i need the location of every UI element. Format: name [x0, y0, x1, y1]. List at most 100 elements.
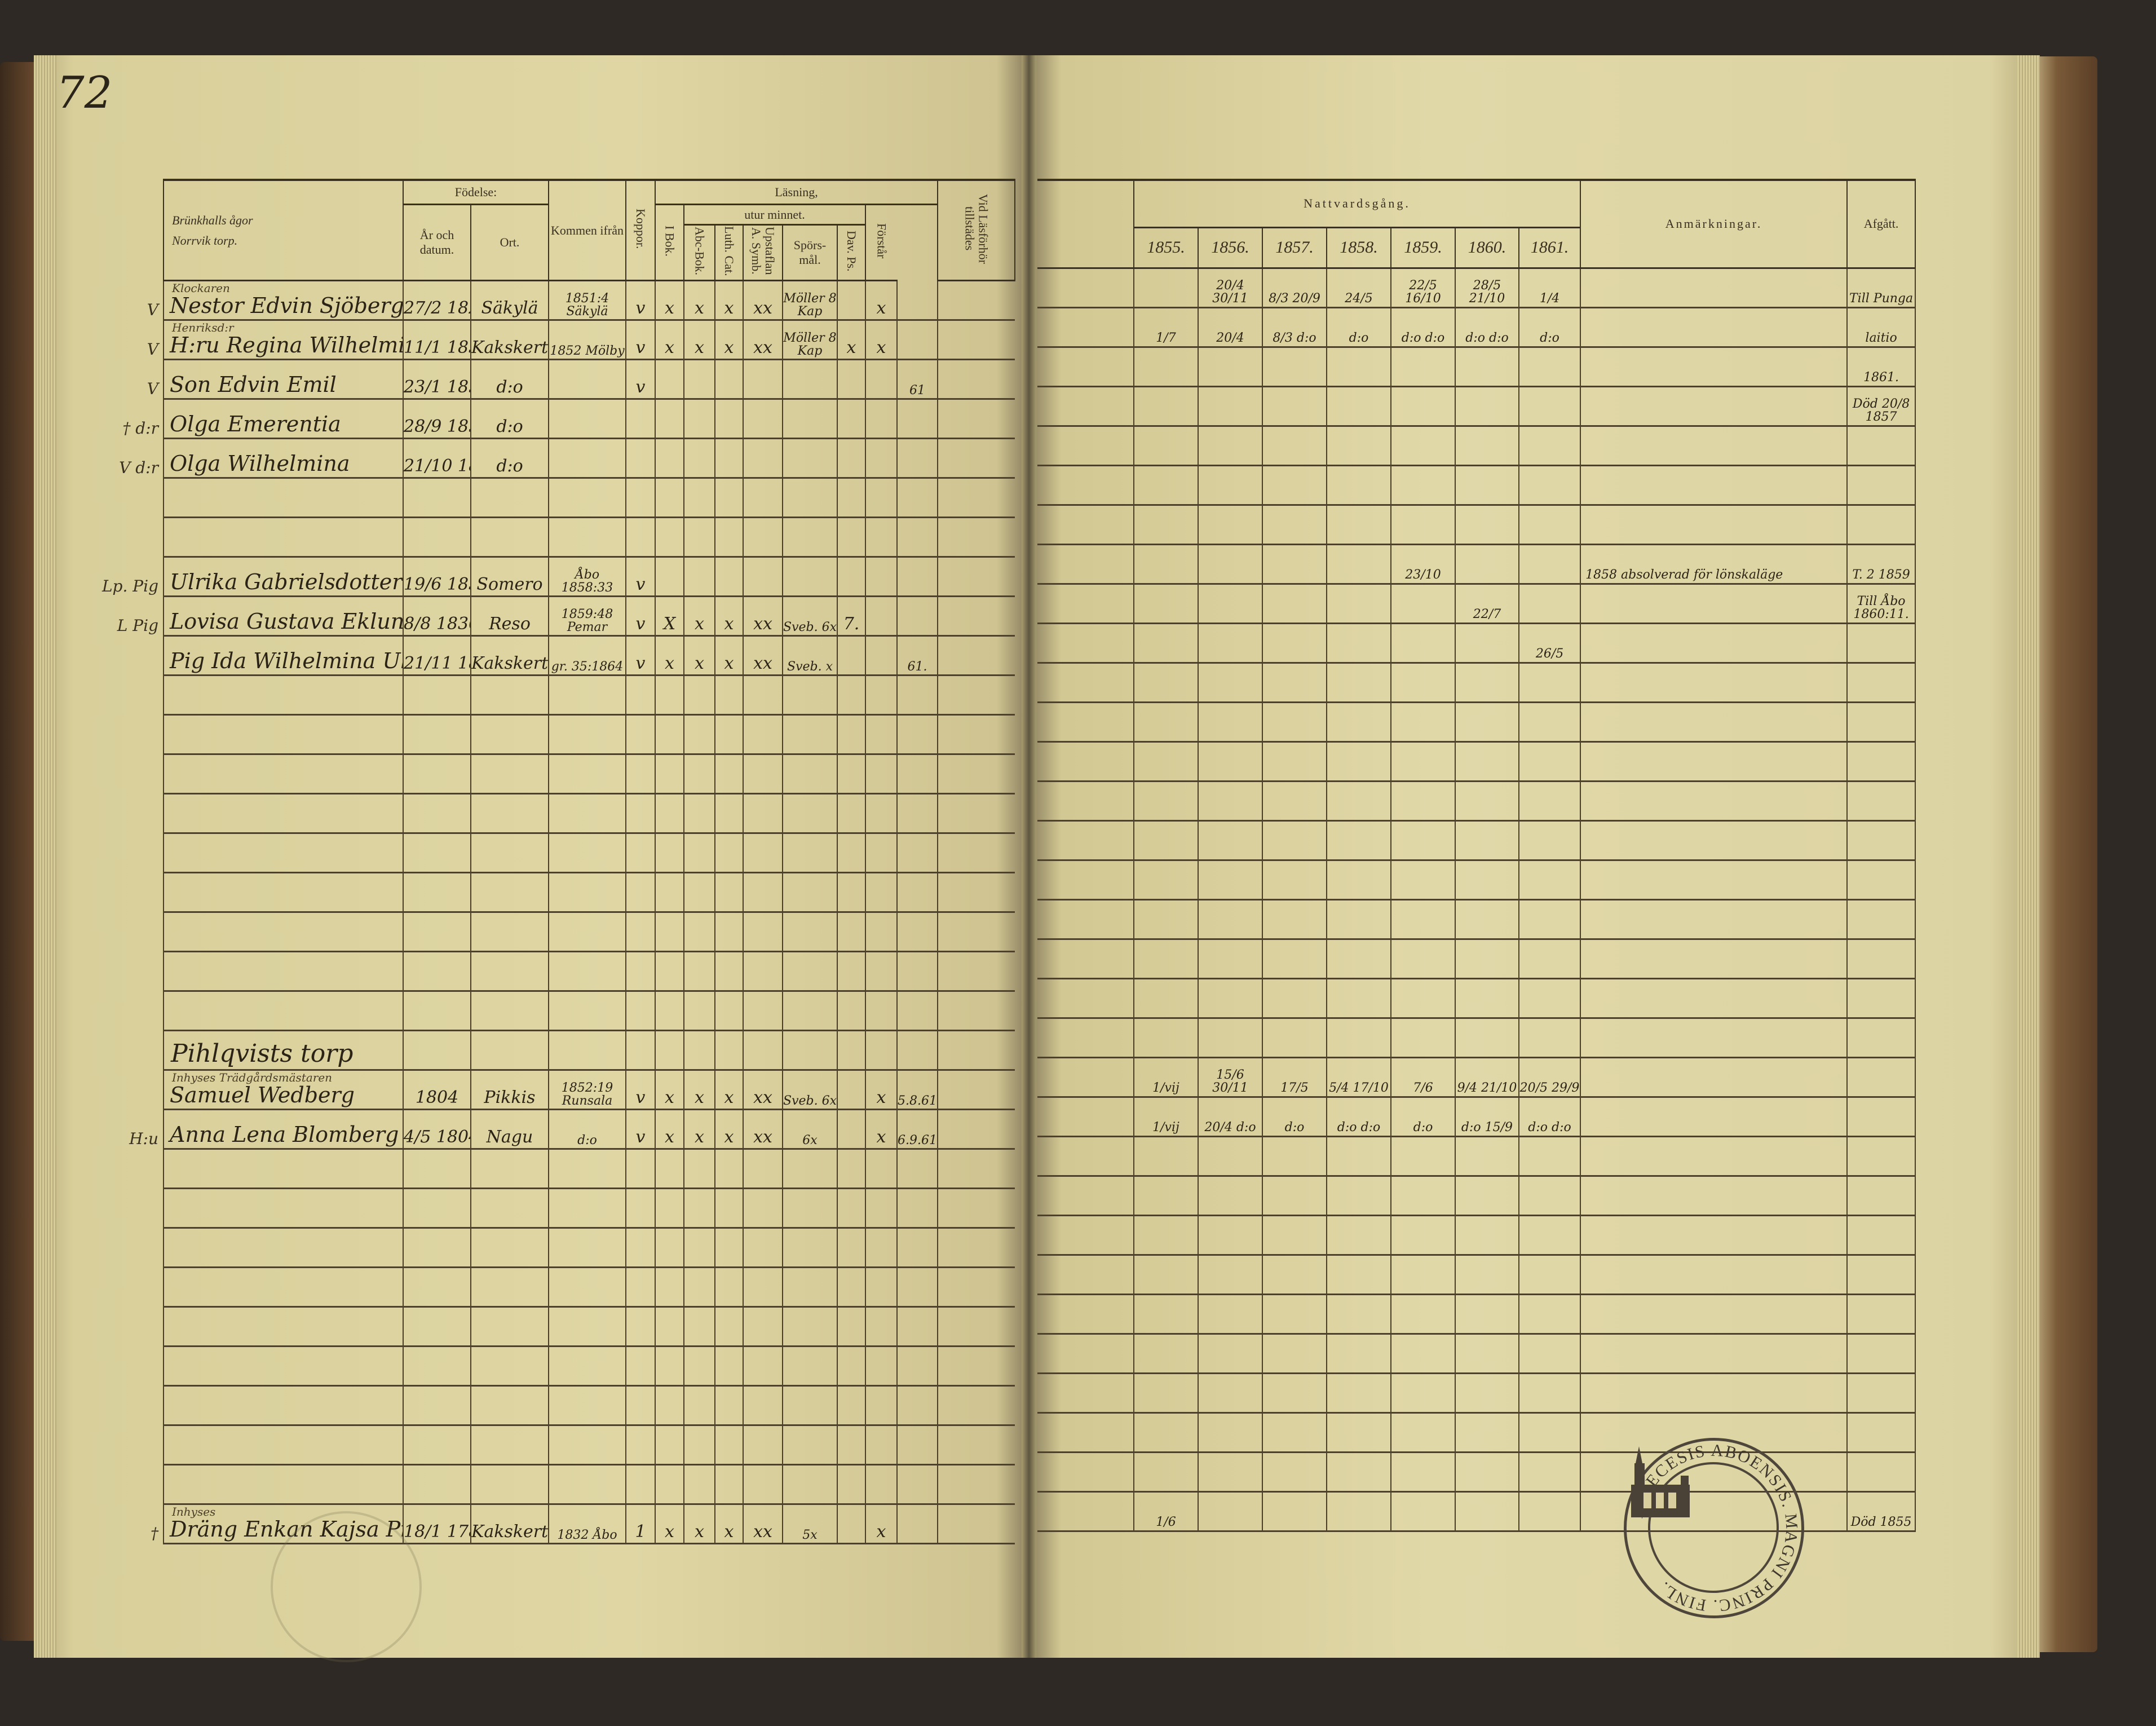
- understands-cell: x: [865, 1504, 897, 1544]
- y1861-cell: [1518, 1334, 1581, 1374]
- smallpox-cell: [625, 1346, 655, 1387]
- y1857-cell: [1262, 899, 1327, 940]
- birth-place-cell: Pikkis: [470, 1070, 549, 1110]
- y1856-cell: [1198, 781, 1262, 822]
- diocese-stamp: DIOECESIS ABOENSIS. MAGNI PRINC. FINL.: [1624, 1438, 1804, 1618]
- y1857-cell: [1262, 505, 1327, 545]
- abc-cell: [683, 1030, 715, 1071]
- birth-place-cell: Reso: [470, 596, 549, 637]
- y1855-cell: [1133, 1452, 1198, 1493]
- psalms-cell: [837, 1306, 865, 1347]
- y1859-cell: [1390, 465, 1455, 506]
- departed-cell: [1846, 623, 1916, 664]
- extra-cell: [937, 714, 1015, 755]
- y1859-cell: [1390, 1452, 1455, 1493]
- remarks-cell: [1580, 307, 1848, 348]
- psalms-cell: [837, 951, 865, 992]
- questions-cell: [782, 1228, 837, 1268]
- abc-header: Abc-Bok.: [683, 224, 715, 281]
- y1856-cell: [1198, 899, 1262, 940]
- psalms-cell: [837, 635, 865, 676]
- y1858-cell: 5/4 17/10: [1326, 1057, 1391, 1098]
- understands-cell: [865, 1346, 897, 1387]
- person-name: [163, 1149, 403, 1189]
- psalms-cell: [837, 912, 865, 952]
- questions-cell: [782, 1346, 837, 1387]
- blank-cell: [1037, 860, 1134, 900]
- y1859-cell: [1390, 623, 1455, 664]
- birth-date-cell: [403, 1346, 471, 1387]
- departed-cell: [1846, 1176, 1916, 1216]
- came-from-cell: [548, 833, 626, 873]
- y1857-cell: [1262, 1373, 1327, 1414]
- birth-place-cell: [470, 833, 549, 873]
- y1860-cell: [1455, 820, 1519, 861]
- departed-cell: [1846, 1452, 1916, 1493]
- y1859-cell: 7/6: [1390, 1057, 1455, 1098]
- upstaflan-cell: [743, 557, 783, 597]
- y1859-cell: [1390, 584, 1455, 624]
- smallpox-cell: [625, 399, 655, 439]
- y1859-cell: [1390, 741, 1455, 782]
- blank-cell: [1037, 702, 1134, 743]
- exam-present-cell: [896, 675, 938, 716]
- reading-book-cell: [655, 1464, 684, 1505]
- y1859-cell: [1390, 702, 1455, 743]
- communion-row: [1037, 741, 1916, 782]
- smallpox-cell: v: [625, 359, 655, 400]
- birth-place-cell: [470, 912, 549, 952]
- smallpox-cell: 1: [625, 1504, 655, 1544]
- y1856-cell: 20/4 30/11: [1198, 268, 1262, 308]
- communion-row: [1037, 663, 1916, 703]
- upstaflan-cell: [743, 478, 783, 518]
- questions-cell: Sveb. x: [782, 635, 837, 676]
- y1860-cell: [1455, 1018, 1519, 1058]
- understands-cell: [865, 675, 897, 716]
- upstaflan-cell: [743, 951, 783, 992]
- person-name: [163, 1425, 403, 1465]
- departed-cell: Till Åbo 1860:11.: [1846, 584, 1916, 624]
- luther-cat-cell: [714, 1464, 743, 1505]
- questions-cell: [782, 951, 837, 992]
- estate-name: Brünkhalls ågor: [172, 213, 253, 228]
- upstaflan-cell: [743, 1346, 783, 1387]
- birth-date-cell: [403, 1385, 471, 1426]
- margin-note: [101, 873, 164, 912]
- person-name: Olga Wilhelmina: [163, 438, 403, 479]
- upstaflan-cell: [743, 517, 783, 558]
- y1855-cell: [1133, 426, 1198, 466]
- luther-cat-cell: x: [714, 280, 743, 321]
- y1861-cell: 20/5 29/9: [1518, 1057, 1581, 1098]
- luther-cat-cell: [714, 675, 743, 716]
- psalms-cell: [837, 557, 865, 597]
- y1858-cell: [1326, 741, 1391, 782]
- y1855-cell: [1133, 1412, 1198, 1453]
- psalms-cell: [837, 833, 865, 873]
- came-from-header: Kommen ifrån: [548, 179, 626, 281]
- abc-cell: [683, 1149, 715, 1189]
- birth-date-cell: 4/5 1804: [403, 1109, 471, 1150]
- smallpox-cell: [625, 872, 655, 913]
- questions-cell: [782, 714, 837, 755]
- reading-book-cell: [655, 359, 684, 400]
- y1860-cell: 9/4 21/10: [1455, 1057, 1519, 1098]
- understands-cell: [865, 1425, 897, 1465]
- departed-header: Afgått.: [1846, 179, 1916, 269]
- communion-row: 22/7 Till Åbo 1860:11.: [1037, 584, 1916, 624]
- person-name: Inhyses Trädgårdsmästaren Samuel Wedberg: [163, 1070, 403, 1110]
- y1857-cell: [1262, 1176, 1327, 1216]
- person-name: Son Edvin Emil: [163, 359, 403, 400]
- extra-cell: [937, 557, 1015, 597]
- y1859-cell: [1390, 860, 1455, 900]
- questions-cell: [782, 1149, 837, 1189]
- y1857-cell: d:o: [1262, 1097, 1327, 1137]
- smallpox-cell: [625, 478, 655, 518]
- y1857-cell: [1262, 584, 1327, 624]
- stamp-ring-text: DIOECESIS ABOENSIS. MAGNI PRINC. FINL.: [1628, 1441, 1800, 1615]
- y1858-cell: [1326, 544, 1391, 585]
- y1861-cell: [1518, 544, 1581, 585]
- communion-row: 23/10 1858 absolverad för lönskaläge T. 2 …: [1037, 544, 1916, 585]
- exam-present-cell: 61: [896, 359, 938, 400]
- upstaflan-cell: [743, 1425, 783, 1465]
